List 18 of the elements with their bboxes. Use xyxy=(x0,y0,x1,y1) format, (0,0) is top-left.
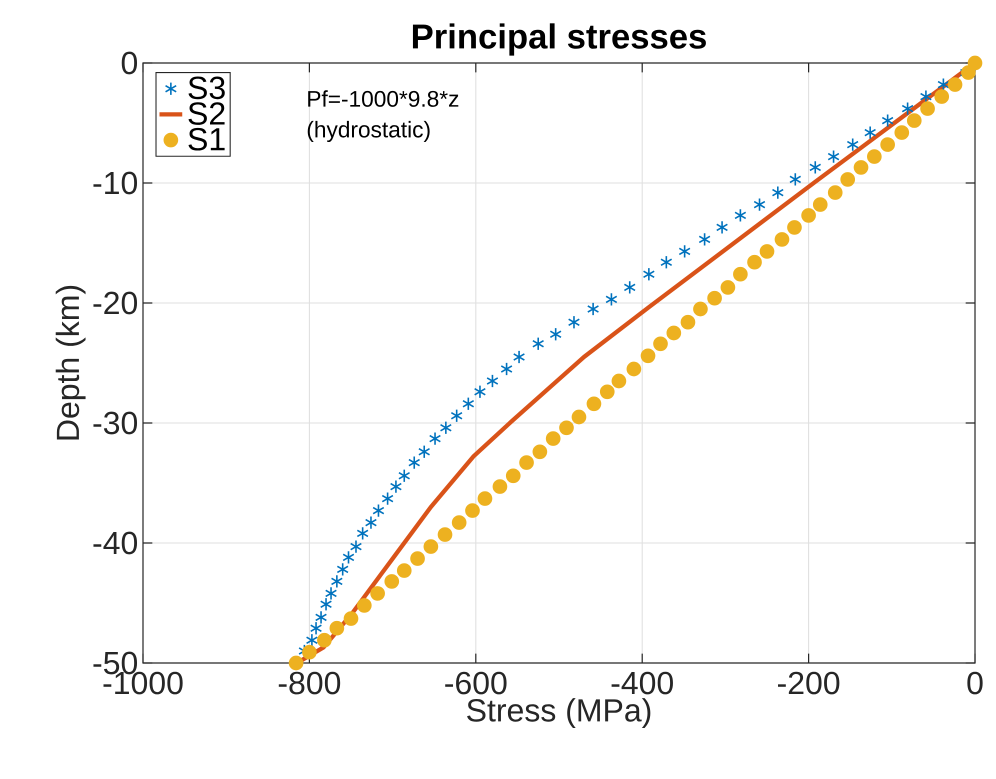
x-tick-label: -800 xyxy=(278,672,340,694)
y-tick-label: 0 xyxy=(122,52,138,74)
x-tick-label: 0 xyxy=(967,672,983,694)
x-tick-label: -400 xyxy=(612,672,673,694)
y-tick-label: -40 xyxy=(93,532,138,554)
x-tick-label: -600 xyxy=(445,672,507,694)
y-tick-label: -10 xyxy=(93,172,138,194)
x-axis-title: Stress (MPa) xyxy=(467,698,650,728)
legend-label: S2 xyxy=(188,102,225,125)
y-tick-label: -30 xyxy=(93,412,138,434)
legend-label: S3 xyxy=(188,76,225,100)
x-tick-label: -200 xyxy=(778,672,840,694)
annotation: Pf=-1000*9.8*z xyxy=(308,90,458,107)
y-tick-label: -20 xyxy=(93,292,138,314)
legend-label: S1 xyxy=(188,128,225,151)
annotation: (hydrostatic) xyxy=(308,120,430,142)
chart-title: Principal stresses xyxy=(412,23,706,56)
y-axis-title: Depth (km) xyxy=(56,286,86,440)
